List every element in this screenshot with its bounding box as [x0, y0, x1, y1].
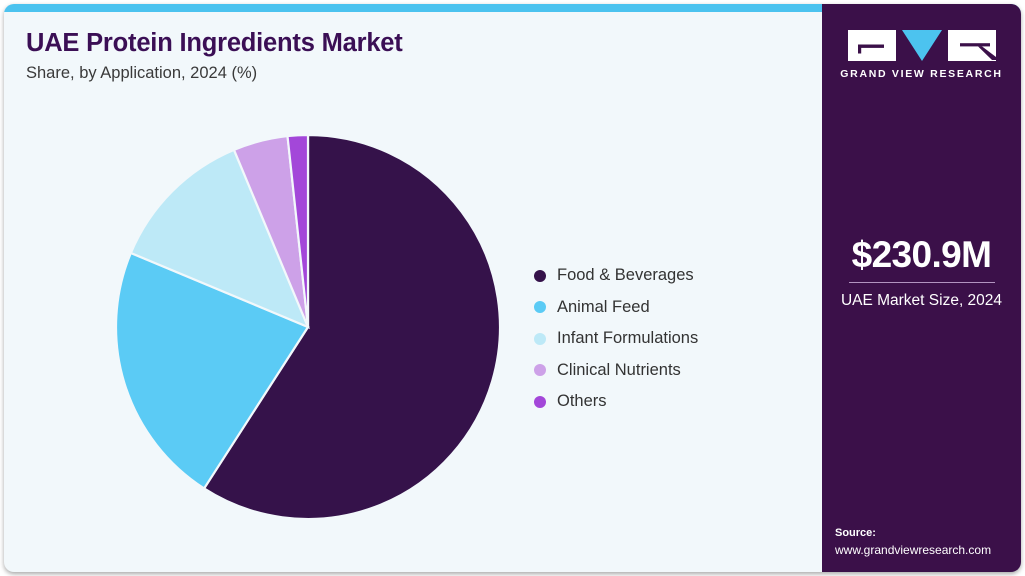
chart-legend: Food & Beverages Animal Feed Infant Formul…	[534, 260, 698, 418]
logo-g-icon	[847, 30, 896, 61]
legend-label: Infant Formulations	[557, 329, 699, 348]
legend-label: Clinical Nutrients	[557, 360, 681, 379]
pie-chart-svg	[114, 133, 502, 521]
pie-slice	[202, 133, 502, 521]
page-title: UAE Protein Ingredients Market	[26, 29, 403, 57]
legend-label: Food & Beverages	[557, 266, 694, 285]
pie-slice	[286, 133, 310, 328]
market-size-divider	[848, 281, 995, 283]
legend-label: Animal Feed	[557, 297, 650, 316]
chart-card: UAE Protein Ingredients Market Share, by…	[4, 4, 1021, 572]
legend-label: Others	[557, 392, 607, 411]
brand-logo: GRAND VIEW RESEARCH	[822, 30, 1021, 80]
source-url[interactable]: www.grandviewresearch.com	[835, 542, 992, 557]
pie-slice	[129, 148, 311, 330]
market-size-caption: UAE Market Size, 2024	[840, 291, 1003, 309]
legend-color-swatch-icon	[534, 332, 546, 345]
legend-color-swatch-icon	[534, 301, 546, 314]
pie-slice	[114, 251, 310, 490]
logo-marks	[822, 30, 1021, 61]
legend-color-swatch-icon	[534, 395, 546, 408]
legend-color-swatch-icon	[534, 269, 546, 282]
source-label: Source:	[835, 526, 876, 539]
legend-color-swatch-icon	[534, 364, 546, 377]
logo-v-icon	[901, 30, 942, 61]
chart-panel: UAE Protein Ingredients Market Share, by…	[4, 12, 822, 572]
market-size-block: $230.9M UAE Market Size, 2024	[822, 234, 1021, 311]
legend-item[interactable]: Food & Beverages	[534, 260, 698, 292]
pie-chart	[112, 131, 504, 523]
legend-item[interactable]: Infant Formulations	[534, 323, 698, 355]
top-accent-bar	[4, 4, 1021, 12]
source-block: Source: www.grandviewresearch.com	[835, 526, 1021, 558]
legend-item[interactable]: Clinical Nutrients	[534, 355, 698, 387]
market-size-value: $230.9M	[851, 234, 992, 275]
page-subtitle: Share, by Application, 2024 (%)	[26, 64, 258, 82]
legend-item[interactable]: Animal Feed	[534, 292, 698, 324]
logo-r-icon	[947, 30, 996, 61]
legend-item[interactable]: Others	[534, 386, 698, 418]
sidebar-panel: GRAND VIEW RESEARCH $230.9M UAE Market S…	[822, 4, 1021, 572]
logo-wordmark: GRAND VIEW RESEARCH	[840, 68, 1003, 80]
